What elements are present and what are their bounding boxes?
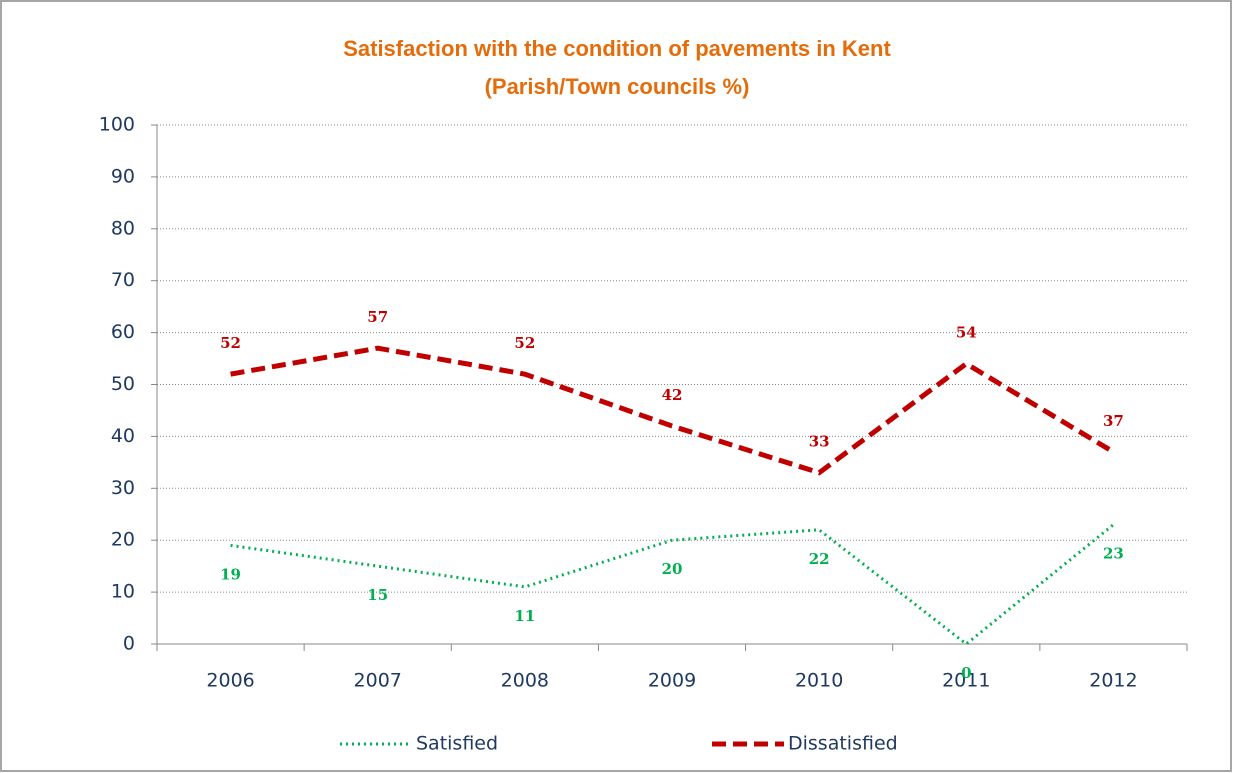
data-label: 42 <box>662 386 683 404</box>
line-series <box>230 523 1115 646</box>
data-label: 37 <box>1103 412 1124 430</box>
data-label: 11 <box>514 607 535 625</box>
data-label: 23 <box>1103 545 1124 563</box>
x-tick-label: 2006 <box>206 670 254 692</box>
y-tick-label: 60 <box>111 321 135 343</box>
data-label: 20 <box>662 560 683 578</box>
x-tick-label: 2010 <box>795 670 843 692</box>
x-tick-label: 2012 <box>1089 670 1137 692</box>
y-tick-label: 10 <box>111 581 135 603</box>
y-tick-label: 30 <box>111 477 135 499</box>
y-tick-label: 100 <box>99 114 135 136</box>
y-tick-label: 20 <box>111 529 135 551</box>
y-tick-label: 80 <box>111 217 135 239</box>
y-tick-label: 90 <box>111 165 135 187</box>
line-series <box>230 345 1115 476</box>
x-tick-label: 2007 <box>354 670 402 692</box>
data-label: 19 <box>220 565 241 583</box>
x-tick-label: 2011 <box>942 670 990 692</box>
legend-label: Dissatisfied <box>788 733 898 755</box>
data-label: 52 <box>514 334 535 352</box>
chart-title: Satisfaction with the condition of pavem… <box>343 36 891 99</box>
data-label: 57 <box>367 308 388 326</box>
data-label: 22 <box>809 550 830 568</box>
y-tick-label: 40 <box>111 425 135 447</box>
data-label: 15 <box>367 586 388 604</box>
data-label: 33 <box>809 433 830 451</box>
y-tick-label: 0 <box>123 633 135 655</box>
y-tick-label: 70 <box>111 269 135 291</box>
data-label: 54 <box>956 324 977 342</box>
data-label: 52 <box>220 334 241 352</box>
y-tick-label: 50 <box>111 373 135 395</box>
data-label: 0 <box>961 664 971 682</box>
legend-label: Satisfied <box>416 733 498 755</box>
x-tick-label: 2009 <box>648 670 696 692</box>
x-tick-label: 2008 <box>501 670 549 692</box>
